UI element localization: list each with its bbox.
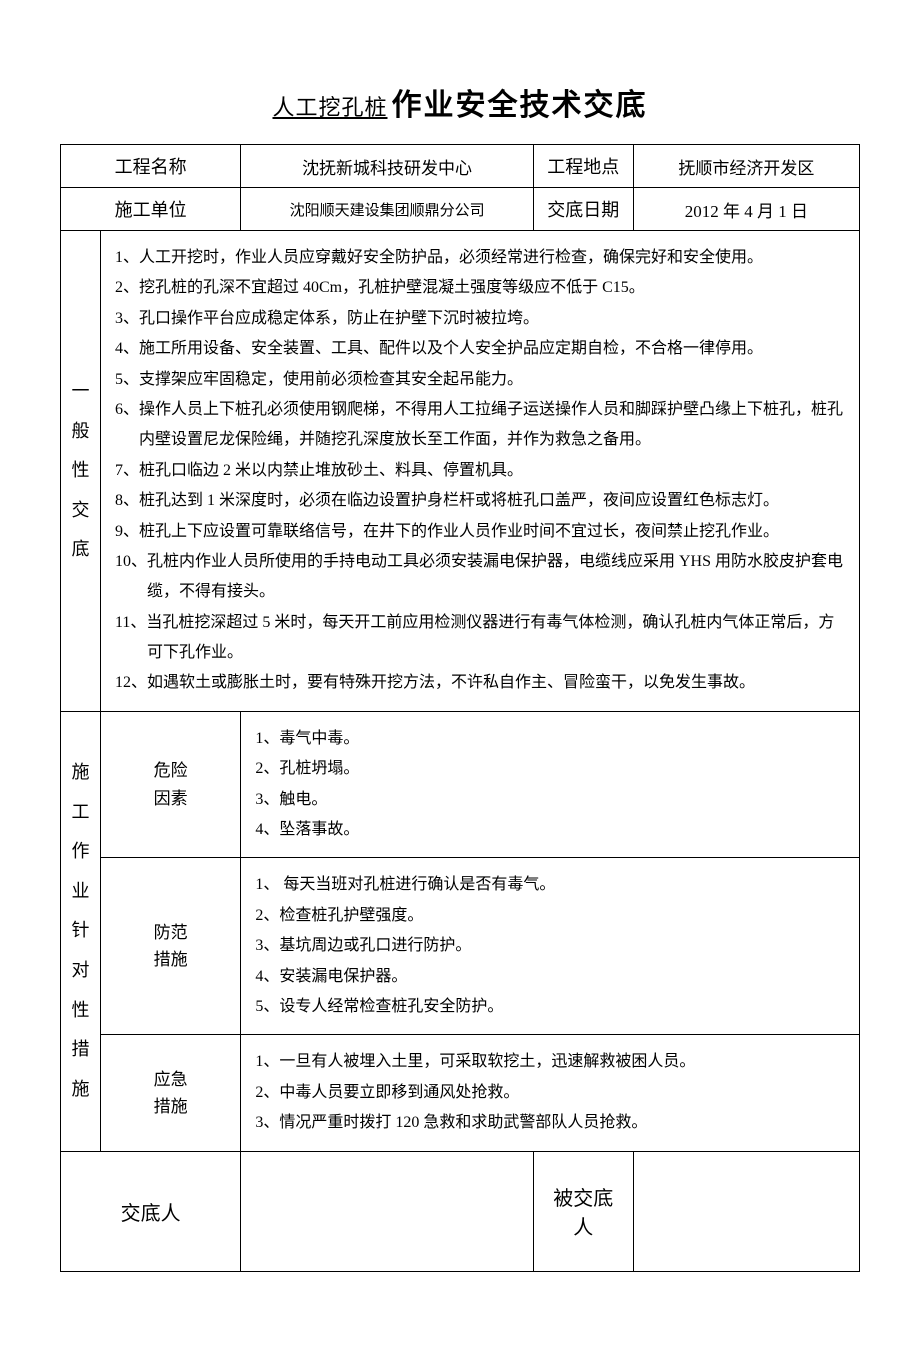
header-row-2: 施工单位 沈阳顺天建设集团顺鼎分公司 交底日期 2012 年 4 月 1 日 [61, 188, 860, 231]
discloser-label: 交底人 [61, 1151, 241, 1271]
general-item: 3、孔口操作平台应成稳定体系，防止在护壁下沉时被拉垮。 [115, 304, 845, 334]
project-name: 沈抚新城科技研发中心 [241, 145, 533, 188]
general-item: 12、如遇软土或膨胀土时，要有特殊开挖方法，不许私自作主、冒险蛮干，以免发生事故… [115, 668, 845, 698]
hazard-row: 施 工 作 业 针 对 性 措 施 危险因素 1、毒气中毒。 2、孔桩坍塌。 3… [61, 711, 860, 858]
emergency-content: 1、一旦有人被埋入土里，可采取软挖土，迅速解救被困人员。 2、中毒人员要立即移到… [241, 1035, 860, 1151]
prevention-item: 3、基坑周边或孔口进行防护。 [255, 931, 845, 961]
hazard-item: 2、孔桩坍塌。 [255, 754, 845, 784]
signature-row: 交底人 被交底人 [61, 1151, 860, 1271]
prevention-content: 1、 每天当班对孔桩进行确认是否有毒气。 2、检查桩孔护壁强度。 3、基坑周边或… [241, 858, 860, 1035]
prevention-row: 防范措施 1、 每天当班对孔桩进行确认是否有毒气。 2、检查桩孔护壁强度。 3、… [61, 858, 860, 1035]
hazard-item: 3、触电。 [255, 785, 845, 815]
measures-label: 施 工 作 业 针 对 性 措 施 [61, 711, 101, 1151]
disclosure-table: 工程名称 沈抚新城科技研发中心 工程地点 抚顺市经济开发区 施工单位 沈阳顺天建… [60, 144, 860, 1272]
general-item: 9、桩孔上下应设置可靠联络信号，在井下的作业人员作业时间不宜过长，夜间禁止挖孔作… [115, 517, 845, 547]
title-main: 作业安全技术交底 [392, 89, 648, 122]
general-item: 10、孔桩内作业人员所使用的手持电动工具必须安装漏电保护器，电缆线应采用 YHS… [115, 547, 845, 608]
emergency-item: 1、一旦有人被埋入土里，可采取软挖土，迅速解救被困人员。 [255, 1047, 845, 1077]
emergency-label: 应急措施 [101, 1035, 241, 1151]
hazard-item: 4、坠落事故。 [255, 815, 845, 845]
emergency-row: 应急措施 1、一旦有人被埋入土里，可采取软挖土，迅速解救被困人员。 2、中毒人员… [61, 1035, 860, 1151]
general-item: 7、桩孔口临边 2 米以内禁止堆放砂土、料具、停置机具。 [115, 456, 845, 486]
header-row-1: 工程名称 沈抚新城科技研发中心 工程地点 抚顺市经济开发区 [61, 145, 860, 188]
disclosure-date: 2012 年 4 月 1 日 [633, 188, 859, 231]
title-prefix: 人工挖孔桩 [272, 95, 387, 120]
general-item: 2、挖孔桩的孔深不宜超过 40Cm，孔桩护壁混凝土强度等级应不低于 C15。 [115, 273, 845, 303]
project-location-label: 工程地点 [533, 145, 633, 188]
general-item: 11、当孔桩挖深超过 5 米时，每天开工前应用检测仪器进行有毒气体检测，确认孔桩… [115, 608, 845, 669]
general-content: 1、人工开挖时，作业人员应穿戴好安全防护品，必须经常进行检查，确保完好和安全使用… [101, 231, 860, 712]
prevention-item: 5、设专人经常检查桩孔安全防护。 [255, 992, 845, 1022]
discloser-value [241, 1151, 533, 1271]
project-location: 抚顺市经济开发区 [633, 145, 859, 188]
recipient-value [633, 1151, 859, 1271]
general-label: 一 般 性 交 底 [61, 231, 101, 712]
general-item: 4、施工所用设备、安全装置、工具、配件以及个人安全护品应定期自检，不合格一律停用… [115, 334, 845, 364]
general-item: 1、人工开挖时，作业人员应穿戴好安全防护品，必须经常进行检查，确保完好和安全使用… [115, 243, 845, 273]
hazard-item: 1、毒气中毒。 [255, 724, 845, 754]
general-item: 8、桩孔达到 1 米深度时，必须在临边设置护身栏杆或将桩孔口盖严，夜间应设置红色… [115, 486, 845, 516]
general-item: 6、操作人员上下桩孔必须使用钢爬梯，不得用人工拉绳子运送操作人员和脚踩护壁凸缘上… [115, 395, 845, 456]
recipient-label: 被交底人 [533, 1151, 633, 1271]
prevention-item: 4、安装漏电保护器。 [255, 962, 845, 992]
document-title: 人工挖孔桩 作业安全技术交底 [60, 80, 860, 124]
construction-unit-label: 施工单位 [61, 188, 241, 231]
prevention-item: 1、 每天当班对孔桩进行确认是否有毒气。 [255, 870, 845, 900]
general-row: 一 般 性 交 底 1、人工开挖时，作业人员应穿戴好安全防护品，必须经常进行检查… [61, 231, 860, 712]
project-name-label: 工程名称 [61, 145, 241, 188]
construction-unit: 沈阳顺天建设集团顺鼎分公司 [241, 188, 533, 231]
prevention-item: 2、检查桩孔护壁强度。 [255, 901, 845, 931]
hazard-label: 危险因素 [101, 711, 241, 858]
emergency-item: 2、中毒人员要立即移到通风处抢救。 [255, 1078, 845, 1108]
general-item: 5、支撑架应牢固稳定，使用前必须检查其安全起吊能力。 [115, 365, 845, 395]
prevention-label: 防范措施 [101, 858, 241, 1035]
hazard-content: 1、毒气中毒。 2、孔桩坍塌。 3、触电。 4、坠落事故。 [241, 711, 860, 858]
disclosure-date-label: 交底日期 [533, 188, 633, 231]
emergency-item: 3、情况严重时拨打 120 急救和求助武警部队人员抢救。 [255, 1108, 845, 1138]
